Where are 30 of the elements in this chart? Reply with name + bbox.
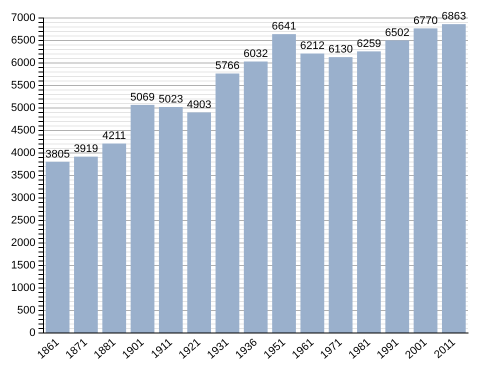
data-label: 6502 (385, 26, 410, 39)
data-label: 6770 (413, 14, 438, 27)
y-tick-label: 5500 (10, 80, 36, 92)
y-tick-label: 4500 (10, 124, 36, 137)
y-tick-label: 6000 (10, 57, 36, 70)
y-tick-label: 500 (17, 304, 36, 317)
data-label: 3919 (74, 143, 98, 156)
data-label: 6032 (243, 48, 268, 60)
data-label: 4903 (186, 98, 212, 111)
y-tick-label: 1000 (10, 282, 36, 294)
y-tick-label: 2000 (10, 237, 36, 250)
data-label: 4211 (102, 130, 126, 142)
y-tick-label: 7000 (10, 12, 36, 24)
data-label: 6212 (300, 40, 325, 52)
y-tick-label: 5000 (10, 102, 36, 114)
data-label: 6259 (356, 38, 382, 50)
data-label: 5069 (130, 91, 155, 104)
data-label: 6130 (328, 44, 353, 56)
data-label: 6863 (442, 10, 466, 23)
data-label: 5766 (215, 60, 240, 72)
y-tick-label: 1500 (10, 260, 36, 272)
data-label: 5023 (158, 93, 184, 106)
y-tick-label: 6500 (10, 34, 36, 47)
y-tick-label: 0 (29, 327, 36, 340)
data-label: 6641 (272, 20, 296, 33)
y-tick-label: 3000 (10, 192, 36, 204)
y-tick-label: 3500 (10, 170, 36, 182)
y-tick-label: 4000 (10, 147, 36, 160)
y-tick-label: 2500 (10, 214, 36, 227)
data-label: 3805 (45, 148, 70, 160)
